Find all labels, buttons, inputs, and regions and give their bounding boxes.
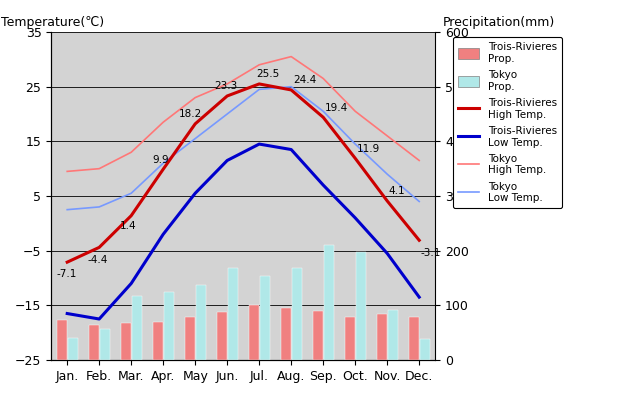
Bar <box>152 322 163 360</box>
Text: 25.5: 25.5 <box>256 69 279 79</box>
Legend: Trois-Rivieres
Prop., Tokyo
Prop., Trois-Rivieres
High Temp., Trois-Rivieres
Low: Trois-Rivieres Prop., Tokyo Prop., Trois… <box>453 37 562 208</box>
Bar <box>387 310 397 360</box>
Trois-Rivieres
Low Temp. <box>127 281 135 286</box>
Trois-Rivieres
High Temp. <box>223 94 231 98</box>
Trois-Rivieres
High Temp. <box>95 245 103 250</box>
Bar <box>57 320 67 360</box>
Trois-Rivieres
Low Temp. <box>383 251 391 256</box>
Trois-Rivieres
Low Temp. <box>63 311 71 316</box>
Bar <box>248 305 259 360</box>
Trois-Rivieres
Low Temp. <box>159 232 167 237</box>
Text: 1.4: 1.4 <box>120 221 136 231</box>
Text: 23.3: 23.3 <box>214 81 237 91</box>
Bar <box>68 338 78 360</box>
Tokyo
High Temp. <box>159 120 167 125</box>
Tokyo
High Temp. <box>95 166 103 171</box>
Tokyo
Low Temp. <box>191 136 199 141</box>
Bar <box>88 325 99 360</box>
Text: 4.1: 4.1 <box>388 186 405 196</box>
Tokyo
High Temp. <box>223 82 231 86</box>
Tokyo
High Temp. <box>319 76 327 81</box>
Text: -4.4: -4.4 <box>88 255 108 265</box>
Line: Tokyo
High Temp.: Tokyo High Temp. <box>67 56 419 171</box>
Trois-Rivieres
Low Temp. <box>223 158 231 163</box>
Trois-Rivieres
High Temp. <box>287 88 295 92</box>
Text: 18.2: 18.2 <box>179 109 202 119</box>
Text: -3.1: -3.1 <box>421 248 441 258</box>
Bar <box>323 245 334 360</box>
Bar <box>164 292 173 360</box>
Tokyo
Low Temp. <box>287 84 295 89</box>
Trois-Rivieres
High Temp. <box>63 260 71 264</box>
Trois-Rivieres
Low Temp. <box>191 191 199 196</box>
Bar <box>291 268 301 360</box>
Trois-Rivieres
Low Temp. <box>351 216 359 220</box>
Line: Trois-Rivieres
High Temp.: Trois-Rivieres High Temp. <box>67 84 419 262</box>
Tokyo
High Temp. <box>287 54 295 59</box>
Bar <box>132 296 141 360</box>
Tokyo
Low Temp. <box>159 161 167 166</box>
Bar <box>344 317 355 360</box>
Bar <box>420 339 430 360</box>
Bar <box>376 314 387 360</box>
Tokyo
Low Temp. <box>63 207 71 212</box>
Tokyo
Low Temp. <box>319 109 327 114</box>
Tokyo
High Temp. <box>415 158 423 163</box>
Tokyo
High Temp. <box>383 134 391 138</box>
Bar <box>259 276 269 360</box>
Tokyo
Low Temp. <box>383 172 391 176</box>
Text: 9.9: 9.9 <box>152 155 168 165</box>
Bar <box>196 284 206 360</box>
Text: 11.9: 11.9 <box>357 144 380 154</box>
Line: Tokyo
Low Temp.: Tokyo Low Temp. <box>67 87 419 210</box>
Bar <box>312 311 323 360</box>
Tokyo
Low Temp. <box>351 142 359 146</box>
Tokyo
High Temp. <box>127 150 135 155</box>
Text: Precipitation(mm): Precipitation(mm) <box>443 16 555 29</box>
Trois-Rivieres
Low Temp. <box>255 142 263 146</box>
Tokyo
Low Temp. <box>127 191 135 196</box>
Line: Trois-Rivieres
Low Temp.: Trois-Rivieres Low Temp. <box>67 144 419 319</box>
Trois-Rivieres
Low Temp. <box>415 295 423 300</box>
Bar <box>355 252 365 360</box>
Bar <box>280 308 291 360</box>
Bar <box>216 312 227 360</box>
Trois-Rivieres
Low Temp. <box>95 317 103 322</box>
Bar <box>120 323 131 360</box>
Tokyo
Low Temp. <box>415 199 423 204</box>
Tokyo
High Temp. <box>255 62 263 67</box>
Text: 24.4: 24.4 <box>292 75 316 85</box>
Tokyo
High Temp. <box>63 169 71 174</box>
Trois-Rivieres
High Temp. <box>383 198 391 203</box>
Tokyo
Low Temp. <box>255 87 263 92</box>
Trois-Rivieres
High Temp. <box>319 115 327 120</box>
Text: -7.1: -7.1 <box>56 270 76 280</box>
Trois-Rivieres
High Temp. <box>159 167 167 172</box>
Trois-Rivieres
High Temp. <box>255 82 263 86</box>
Tokyo
High Temp. <box>351 109 359 114</box>
Trois-Rivieres
Low Temp. <box>319 183 327 188</box>
Text: Temperature(℃): Temperature(℃) <box>1 16 104 29</box>
Trois-Rivieres
High Temp. <box>191 122 199 126</box>
Trois-Rivieres
Low Temp. <box>287 147 295 152</box>
Bar <box>408 317 419 360</box>
Trois-Rivieres
High Temp. <box>127 213 135 218</box>
Tokyo
Low Temp. <box>223 112 231 116</box>
Text: 19.4: 19.4 <box>324 103 348 113</box>
Bar <box>100 329 110 360</box>
Tokyo
High Temp. <box>191 95 199 100</box>
Bar <box>228 268 238 360</box>
Trois-Rivieres
High Temp. <box>351 156 359 161</box>
Tokyo
Low Temp. <box>95 204 103 209</box>
Trois-Rivieres
High Temp. <box>415 238 423 243</box>
Bar <box>184 317 195 360</box>
